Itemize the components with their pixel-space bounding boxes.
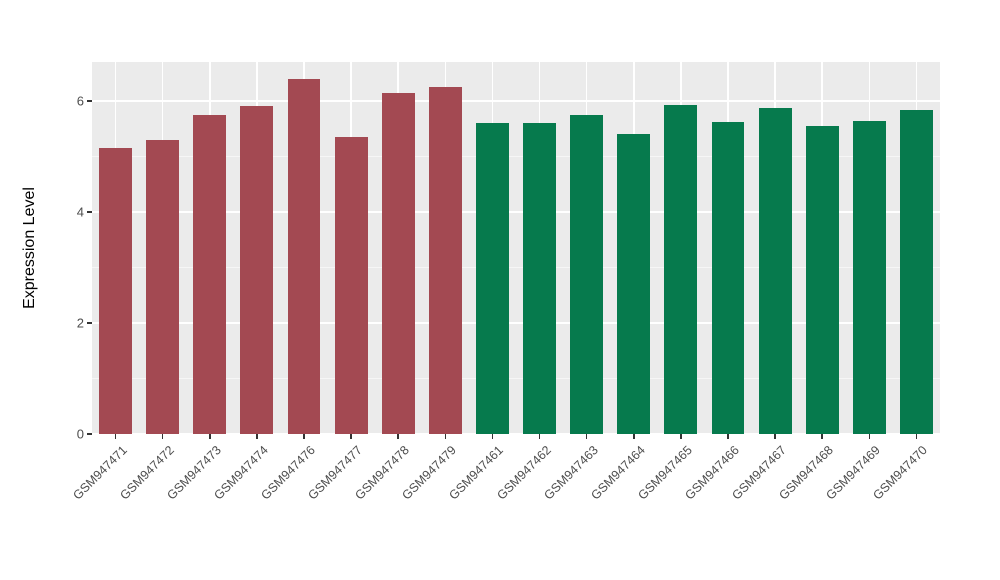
- y-axis-title: Expression Level: [21, 187, 38, 309]
- y-tick-mark: [87, 100, 92, 102]
- bar: [523, 123, 557, 434]
- gridline-major: [92, 211, 940, 213]
- x-tick-mark: [538, 434, 541, 439]
- x-tick-mark: [915, 434, 918, 439]
- gridline-minor: [92, 377, 940, 379]
- bar: [805, 125, 839, 434]
- bar: [570, 114, 604, 434]
- bar: [287, 78, 321, 434]
- y-tick-mark: [87, 211, 92, 213]
- bar: [146, 139, 180, 434]
- bar: [899, 109, 933, 434]
- x-tick-mark: [256, 434, 258, 439]
- bar: [617, 134, 651, 434]
- gridline-minor: [92, 266, 940, 268]
- bar: [475, 123, 509, 434]
- y-tick-mark: [87, 433, 92, 435]
- x-tick-mark: [303, 434, 305, 439]
- bar: [381, 92, 415, 434]
- x-tick-mark: [114, 434, 117, 439]
- gridline-major: [92, 100, 940, 102]
- x-tick-mark: [680, 434, 682, 439]
- bar: [240, 106, 274, 434]
- y-tick-label: 0: [76, 426, 84, 442]
- x-tick-mark: [633, 434, 635, 439]
- y-tick-label: 4: [76, 204, 84, 220]
- bar: [193, 114, 227, 434]
- x-tick-mark: [585, 434, 588, 439]
- x-tick-mark: [444, 434, 447, 439]
- plot-panel: [92, 62, 940, 434]
- y-tick-mark: [87, 322, 92, 324]
- x-tick-mark: [774, 434, 776, 439]
- gridline-minor: [92, 155, 940, 157]
- y-tick-label: 6: [76, 93, 84, 109]
- gridline-major: [92, 433, 940, 434]
- gridline-major: [92, 322, 940, 324]
- bar: [334, 136, 368, 434]
- x-tick-mark: [491, 434, 494, 439]
- bar: [711, 121, 745, 434]
- x-tick-mark: [161, 434, 164, 439]
- bar: [428, 86, 462, 434]
- y-tick-label: 2: [76, 315, 84, 331]
- x-tick-mark: [209, 434, 211, 439]
- x-tick-mark: [868, 434, 871, 439]
- bar: [852, 121, 886, 434]
- x-tick-mark: [821, 434, 823, 439]
- bar: [758, 108, 792, 434]
- x-tick-mark: [350, 434, 352, 439]
- x-tick-mark: [727, 434, 729, 439]
- bar: [99, 148, 133, 434]
- x-tick-mark: [397, 434, 399, 439]
- bar: [664, 104, 698, 434]
